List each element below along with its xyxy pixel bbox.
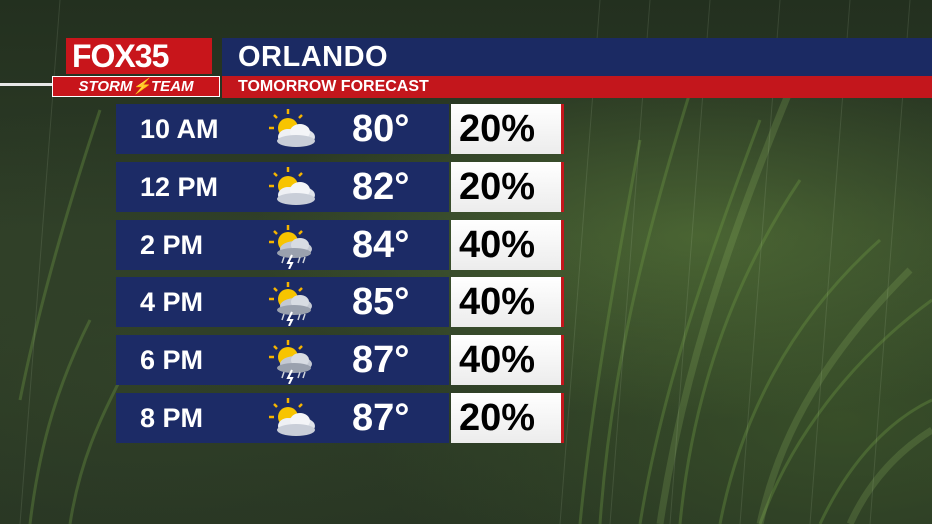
- row-red-edge: [561, 161, 564, 212]
- forecast-temperature: 85°: [352, 281, 410, 324]
- fox35-logo: FOX35: [66, 38, 212, 74]
- hourly-forecast-list: 10 AM 80° 20% 12 PM 82° 20%: [116, 104, 564, 451]
- forecast-row: 12 PM 82° 20%: [116, 161, 564, 212]
- forecast-temperature: 87°: [352, 339, 410, 382]
- partly-sunny-icon: [269, 397, 315, 436]
- forecast-row: 8 PM 87° 20%: [116, 392, 564, 443]
- forecast-time: 2 PM: [140, 229, 204, 260]
- forecast-temperature: 80°: [352, 108, 410, 150]
- partly-sunny-icon: [269, 109, 315, 147]
- forecast-temperature: 82°: [352, 165, 410, 208]
- rain-chance-box: 40%: [451, 219, 561, 270]
- subtitle-bar: TOMORROW FORECAST: [222, 76, 932, 98]
- forecast-time: 12 PM: [140, 171, 219, 202]
- row-red-edge: [561, 392, 564, 443]
- row-red-edge: [561, 277, 564, 328]
- rain-chance: 20%: [459, 108, 536, 150]
- rain-chance: 20%: [459, 165, 536, 208]
- forecast-time: 6 PM: [140, 345, 204, 376]
- location-title: ORLANDO: [238, 41, 389, 73]
- header-accent-line: [0, 83, 52, 86]
- row-red-edge: [561, 104, 564, 154]
- forecast-time: 8 PM: [140, 402, 204, 433]
- sun-thunderstorm-icon: [269, 340, 312, 385]
- sun-thunderstorm-icon: [269, 282, 312, 327]
- forecast-row: 10 AM 80° 20%: [116, 104, 564, 154]
- rain-chance-box: 20%: [451, 392, 561, 443]
- rain-chance-box: 40%: [451, 335, 561, 386]
- storm-team-label: STORM⚡TEAM: [52, 76, 220, 97]
- row-red-edge: [561, 219, 564, 270]
- rain-chance: 40%: [459, 281, 536, 324]
- title-bar: ORLANDO: [222, 38, 932, 76]
- rain-chance-box: 40%: [451, 277, 561, 328]
- row-red-edge: [561, 335, 564, 386]
- rain-chance: 40%: [459, 339, 536, 382]
- partly-sunny-icon: [269, 166, 315, 205]
- forecast-time: 10 AM: [140, 114, 219, 144]
- rain-chance-box: 20%: [451, 104, 561, 154]
- rain-chance: 40%: [459, 223, 536, 266]
- rain-chance-box: 20%: [451, 161, 561, 212]
- forecast-temperature: 84°: [352, 223, 410, 266]
- forecast-temperature: 87°: [352, 396, 410, 439]
- logo-channel-number: 35: [134, 38, 170, 74]
- forecast-row: 4 PM 85° 40%: [116, 277, 564, 328]
- forecast-subtitle: TOMORROW FORECAST: [238, 78, 429, 95]
- forecast-row: 2 PM 84° 40%: [116, 219, 564, 270]
- sun-thunderstorm-icon: [269, 224, 312, 269]
- fox35-storm-team-logo: FOX35 STORM⚡TEAM: [52, 38, 220, 98]
- forecast-time: 4 PM: [140, 287, 204, 318]
- logo-fox-text: FOX: [72, 38, 136, 74]
- forecast-row: 6 PM 87° 40%: [116, 335, 564, 386]
- rain-chance: 20%: [459, 396, 536, 439]
